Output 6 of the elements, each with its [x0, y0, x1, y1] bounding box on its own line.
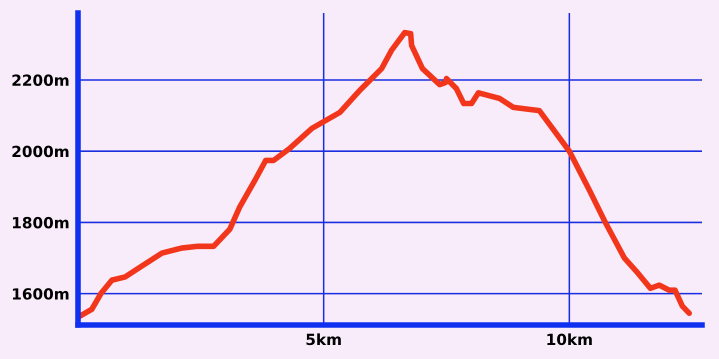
x-tick-label: 5km [306, 333, 341, 346]
y-tick-label: 1600m [12, 288, 68, 300]
y-tick-label: 1800m [12, 216, 68, 228]
y-tick-label: 2000m [12, 146, 68, 158]
x-tick-label: 10km [547, 333, 592, 346]
y-tick-label: 2200m [12, 74, 68, 86]
